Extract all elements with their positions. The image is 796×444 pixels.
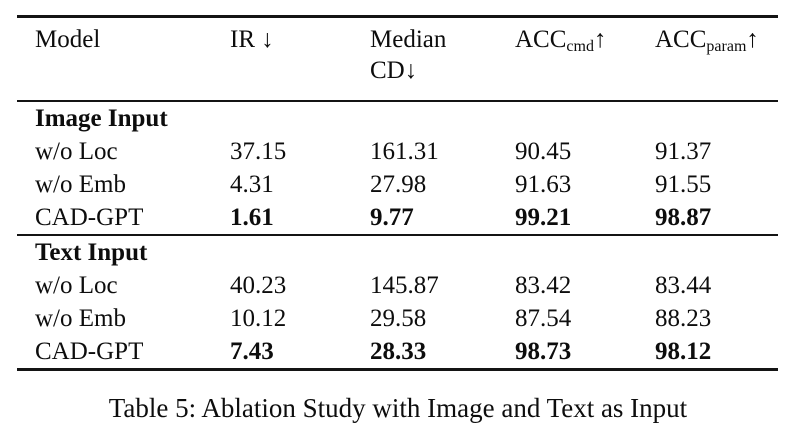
value-cell: 29.58 <box>370 305 427 332</box>
col-header-median-label: Median <box>370 26 447 53</box>
col-header-cd-label: CD↓ <box>370 57 418 84</box>
table-row: w/o Loc 37.15 161.31 90.45 91.37 <box>17 135 778 168</box>
value-cell: 28.33 <box>370 338 427 365</box>
value-cell: 99.21 <box>515 204 572 231</box>
value-cell: 90.45 <box>515 138 572 165</box>
value-cell: 10.12 <box>230 305 287 332</box>
model-cell: w/o Emb <box>35 171 126 198</box>
table-body: Image Input w/o Loc 37.15 161.31 90.45 91.37 w… <box>17 101 778 370</box>
up-arrow-icon: ↑ <box>593 26 607 53</box>
col-header-ir: IR ↓ <box>230 17 370 102</box>
col-header-acc-cmd-label: ACC <box>515 26 567 53</box>
value-cell: 161.31 <box>370 138 439 165</box>
section-title: Text Input <box>35 239 148 266</box>
value-cell: 91.37 <box>655 138 712 165</box>
table-header: Model IR ↓ Median CD↓ ACCcmd↑ ACCparam↑ <box>17 17 778 102</box>
value-cell: 83.42 <box>515 272 572 299</box>
model-cell: w/o Loc <box>35 272 118 299</box>
acc-cmd-subscript: cmd <box>566 38 594 55</box>
value-cell: 98.73 <box>515 338 572 365</box>
col-header-acc-param: ACCparam↑ <box>655 17 778 102</box>
value-cell: 98.87 <box>655 204 712 231</box>
value-cell: 7.43 <box>230 338 274 365</box>
header-row: Model IR ↓ Median CD↓ ACCcmd↑ ACCparam↑ <box>17 17 778 102</box>
value-cell: 98.12 <box>655 338 712 365</box>
col-header-model: Model <box>17 17 230 102</box>
down-arrow-icon: ↓ <box>261 26 274 53</box>
model-cell: CAD-GPT <box>35 338 144 365</box>
value-cell: 37.15 <box>230 138 287 165</box>
section-title-row: Image Input <box>17 101 778 135</box>
acc-param-subscript: param <box>706 38 747 55</box>
value-cell: 88.23 <box>655 305 712 332</box>
table-row: w/o Emb 10.12 29.58 87.54 88.23 <box>17 302 778 335</box>
section-title: Image Input <box>35 105 168 132</box>
table-row: w/o Loc 40.23 145.87 83.42 83.44 <box>17 269 778 302</box>
up-arrow-icon: ↑ <box>746 26 759 53</box>
value-cell: 83.44 <box>655 272 712 299</box>
value-cell: 91.55 <box>655 171 712 198</box>
value-cell: 87.54 <box>515 305 572 332</box>
model-cell: CAD-GPT <box>35 204 144 231</box>
value-cell: 9.77 <box>370 204 414 231</box>
col-header-acc-param-label: ACC <box>655 26 707 53</box>
table-caption: Table 5: Ablation Study with Image and T… <box>108 393 688 423</box>
col-header-ir-label: IR <box>230 26 255 53</box>
col-header-median-cd: Median CD↓ <box>370 17 515 102</box>
value-cell: 145.87 <box>370 272 439 299</box>
table-row: w/o Emb 4.31 27.98 91.63 91.55 <box>17 168 778 201</box>
section-title-row: Text Input <box>17 235 778 269</box>
value-cell: 1.61 <box>230 204 274 231</box>
model-cell: w/o Loc <box>35 138 118 165</box>
col-header-model-label: Model <box>35 26 101 53</box>
col-header-acc-cmd: ACCcmd↑ <box>515 17 655 102</box>
table-row: CAD-GPT 7.43 28.33 98.73 98.12 <box>17 335 778 370</box>
value-cell: 91.63 <box>515 171 572 198</box>
value-cell: 40.23 <box>230 272 287 299</box>
value-cell: 27.98 <box>370 171 427 198</box>
table-row: CAD-GPT 1.61 9.77 99.21 98.87 <box>17 201 778 235</box>
value-cell: 4.31 <box>230 171 274 198</box>
ablation-table: Model IR ↓ Median CD↓ ACCcmd↑ ACCparam↑ … <box>17 15 778 371</box>
model-cell: w/o Emb <box>35 305 126 332</box>
